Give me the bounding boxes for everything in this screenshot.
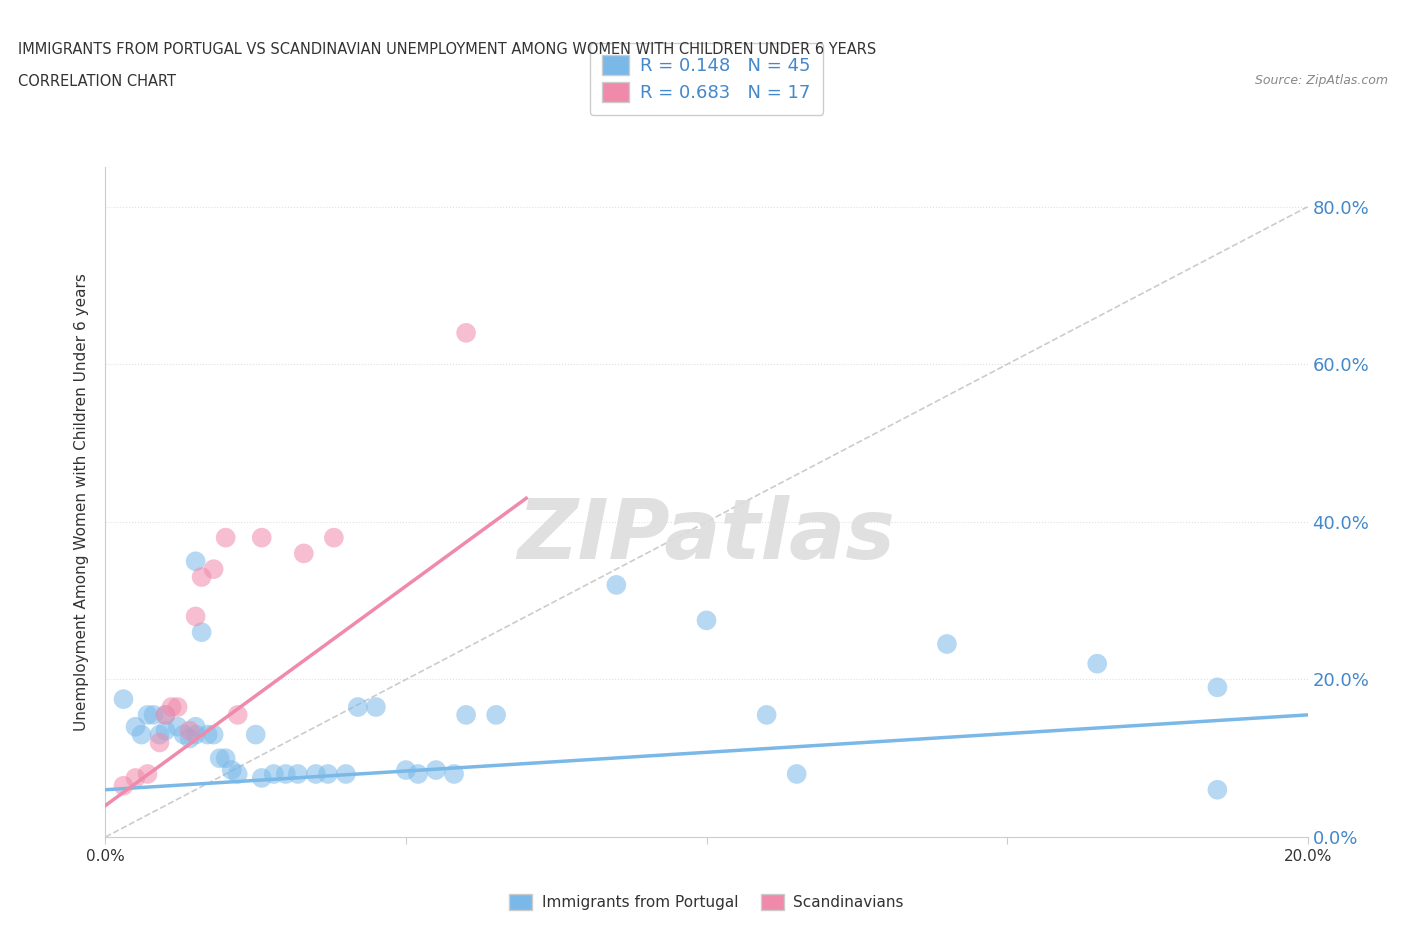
Point	[136, 766, 159, 781]
Point	[364, 699, 387, 714]
Text: ZIPatlas: ZIPatlas	[517, 495, 896, 577]
Point	[406, 766, 429, 781]
Point	[202, 727, 225, 742]
Point	[184, 609, 207, 624]
Point	[173, 727, 195, 742]
Point	[190, 569, 212, 584]
Point	[214, 530, 236, 545]
Point	[245, 727, 267, 742]
Text: CORRELATION CHART: CORRELATION CHART	[18, 74, 176, 89]
Point	[425, 763, 447, 777]
Point	[335, 766, 357, 781]
Point	[179, 731, 201, 746]
Point	[214, 751, 236, 765]
Point	[148, 735, 170, 750]
Point	[166, 699, 188, 714]
Legend: Immigrants from Portugal, Scandinavians: Immigrants from Portugal, Scandinavians	[503, 888, 910, 916]
Point	[786, 766, 808, 781]
Point	[142, 708, 165, 723]
Point	[124, 770, 146, 785]
Point	[395, 763, 418, 777]
Point	[208, 751, 231, 765]
Point	[605, 578, 627, 592]
Point	[443, 766, 465, 781]
Point	[250, 530, 273, 545]
Text: Source: ZipAtlas.com: Source: ZipAtlas.com	[1254, 74, 1388, 87]
Point	[197, 727, 219, 742]
Point	[124, 719, 146, 734]
Point	[322, 530, 344, 545]
Point	[292, 546, 315, 561]
Point	[112, 778, 135, 793]
Point	[287, 766, 309, 781]
Point	[305, 766, 328, 781]
Point	[1206, 782, 1229, 797]
Point	[184, 727, 207, 742]
Point	[226, 708, 249, 723]
Point	[136, 708, 159, 723]
Point	[148, 727, 170, 742]
Text: IMMIGRANTS FROM PORTUGAL VS SCANDINAVIAN UNEMPLOYMENT AMONG WOMEN WITH CHILDREN : IMMIGRANTS FROM PORTUGAL VS SCANDINAVIAN…	[18, 42, 876, 57]
Point	[112, 692, 135, 707]
Point	[221, 763, 243, 777]
Point	[226, 766, 249, 781]
Point	[166, 719, 188, 734]
Point	[250, 770, 273, 785]
Point	[184, 554, 207, 569]
Point	[755, 708, 778, 723]
Point	[347, 699, 370, 714]
Point	[155, 708, 177, 723]
Point	[155, 724, 177, 738]
Point	[131, 727, 153, 742]
Point	[202, 562, 225, 577]
Y-axis label: Unemployment Among Women with Children Under 6 years: Unemployment Among Women with Children U…	[75, 273, 90, 731]
Point	[155, 708, 177, 723]
Point	[274, 766, 297, 781]
Point	[1206, 680, 1229, 695]
Point	[485, 708, 508, 723]
Point	[1085, 657, 1108, 671]
Point	[184, 719, 207, 734]
Point	[190, 625, 212, 640]
Point	[316, 766, 339, 781]
Point	[263, 766, 285, 781]
Point	[454, 326, 477, 340]
Point	[696, 613, 718, 628]
Point	[179, 724, 201, 738]
Point	[936, 636, 959, 651]
Point	[160, 699, 183, 714]
Point	[454, 708, 477, 723]
